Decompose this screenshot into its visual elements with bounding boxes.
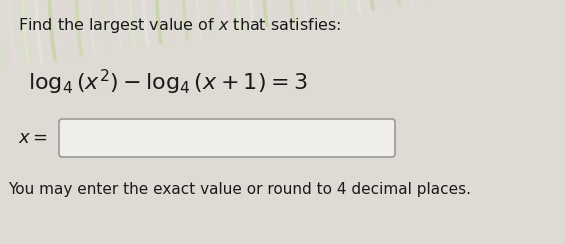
Text: $\log_4(x^2) - \log_4(x + 1) = 3$: $\log_4(x^2) - \log_4(x + 1) = 3$ <box>28 67 307 97</box>
Text: Find the largest value of $x$ that satisfies:: Find the largest value of $x$ that satis… <box>18 16 341 35</box>
Text: $x =$: $x =$ <box>18 129 48 147</box>
Text: You may enter the exact value or round to 4 decimal places.: You may enter the exact value or round t… <box>8 182 471 197</box>
FancyBboxPatch shape <box>59 119 395 157</box>
